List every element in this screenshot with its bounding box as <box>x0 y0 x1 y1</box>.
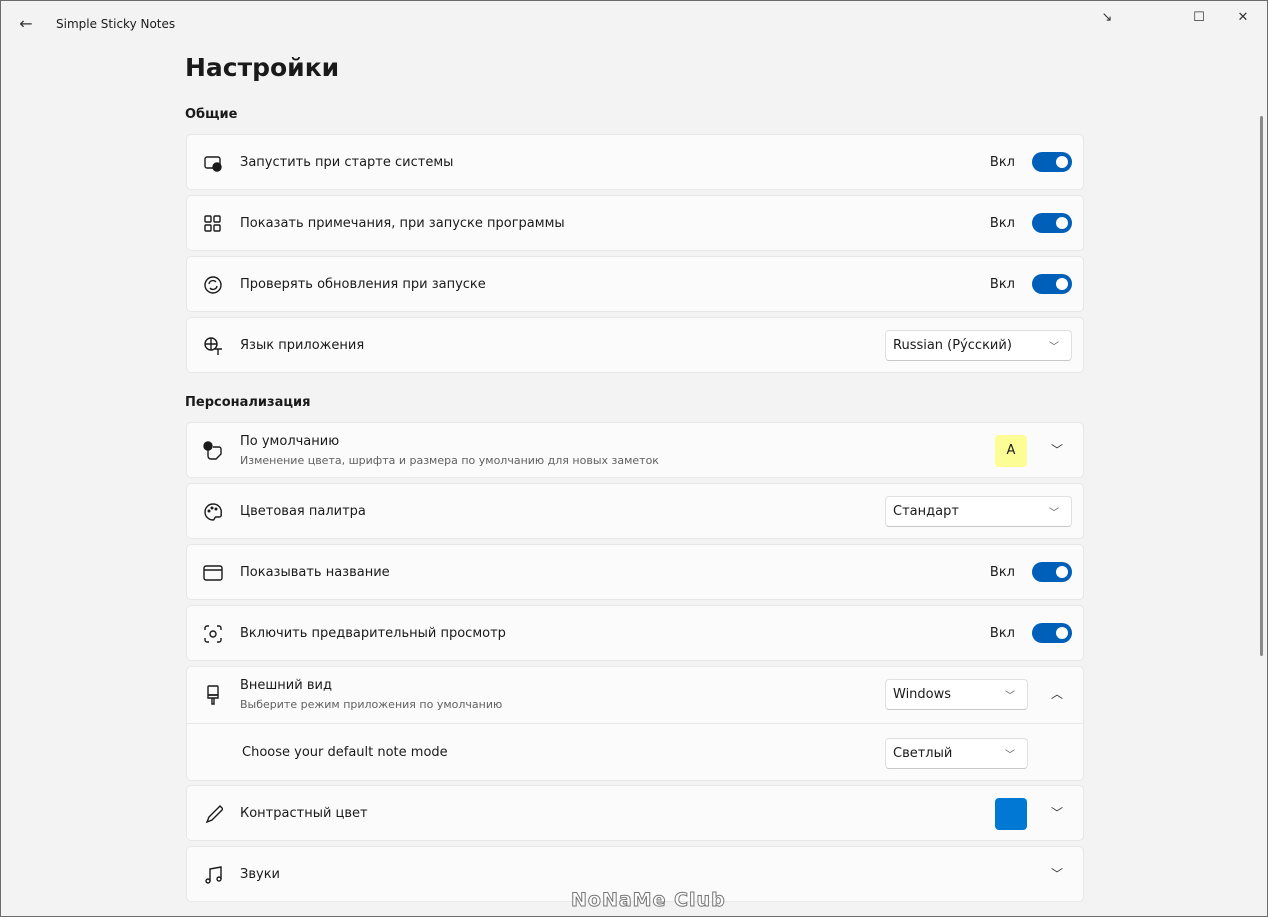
title-bar: ← Simple Sticky Notes ↘ ☐ ✕ <box>1 1 1267 47</box>
chevron-down-icon: ﹀ <box>1005 750 1015 761</box>
palette-dropdown[interactable]: Стандарт ﹀ <box>885 496 1072 527</box>
show-notes-toggle[interactable] <box>1032 213 1072 233</box>
preview-icon <box>204 625 222 643</box>
note-mode-label: Choose your default note mode <box>242 745 448 760</box>
setting-appearance: Внешний вид Выберите режим приложения по… <box>186 666 1084 781</box>
setting-show-notes: Показать примечания, при запуске програм… <box>186 195 1084 251</box>
setting-label: Внешний вид <box>240 678 332 693</box>
brush-icon <box>207 685 219 705</box>
toggle-state: Вкл <box>989 216 1015 231</box>
startup-toggle[interactable] <box>1032 152 1072 172</box>
setting-label: Включить предварительный просмотр <box>240 626 506 641</box>
note-mode-row: Choose your default note mode Светлый ﹀ <box>187 723 1083 781</box>
music-icon <box>205 866 222 884</box>
pen-icon <box>205 805 223 824</box>
setting-sounds[interactable]: Звуки ﹀ <box>186 846 1084 902</box>
language-dropdown[interactable]: Russian (Ру́сский) ﹀ <box>885 330 1072 361</box>
setting-label: Язык приложения <box>240 338 365 353</box>
setting-label: Цветовая палитра <box>240 504 366 519</box>
setting-label: Звуки <box>240 867 280 882</box>
scrollbar[interactable] <box>1260 116 1263 656</box>
setting-show-title: Показывать название Вкл <box>186 544 1084 600</box>
toggle-state: Вкл <box>989 155 1015 170</box>
toggle-state: Вкл <box>989 277 1015 292</box>
setting-label: Проверять обновления при запуске <box>240 277 486 292</box>
setting-description: Выберите режим приложения по умолчанию <box>240 698 503 711</box>
default-note-preview[interactable]: A <box>995 435 1027 467</box>
updates-toggle[interactable] <box>1032 274 1072 294</box>
section-personalization: Персонализация <box>185 395 311 410</box>
app-title: Simple Sticky Notes <box>56 17 176 31</box>
toggle-state: Вкл <box>989 565 1015 580</box>
add-note-icon <box>203 441 222 460</box>
startup-icon <box>204 156 222 172</box>
window-title-icon <box>203 565 223 581</box>
page-title: Настройки <box>185 53 340 82</box>
section-general: Общие <box>185 107 238 122</box>
show-title-toggle[interactable] <box>1032 562 1072 582</box>
close-button[interactable]: ✕ <box>1237 10 1249 25</box>
watermark: NoNaMe Club <box>571 889 726 912</box>
setting-preview: Включить предварительный просмотр Вкл <box>186 605 1084 661</box>
setting-label: Показать примечания, при запуске програм… <box>240 216 565 231</box>
setting-language: Язык приложения Russian (Ру́сский) ﹀ <box>186 317 1084 373</box>
chevron-down-icon: ﹀ <box>1049 508 1059 519</box>
setting-accent[interactable]: Контрастный цвет ﹀ <box>186 785 1084 841</box>
setting-palette: Цветовая палитра Стандарт ﹀ <box>186 483 1084 539</box>
setting-label: По умолчанию <box>240 434 340 449</box>
setting-startup: Запустить при старте системы Вкл <box>186 134 1084 190</box>
language-icon <box>204 337 222 355</box>
maximize-button[interactable]: ☐ <box>1193 10 1205 25</box>
palette-icon <box>204 503 222 521</box>
chevron-down-icon: ﹀ <box>1049 342 1059 353</box>
compact-overlay-button[interactable]: ↘ <box>1101 10 1113 25</box>
sync-icon <box>204 276 222 294</box>
accent-color-swatch[interactable] <box>995 798 1027 830</box>
setting-label: Контрастный цвет <box>240 806 368 821</box>
setting-label: Показывать название <box>240 565 390 580</box>
grid-icon <box>204 215 221 232</box>
setting-default[interactable]: По умолчанию Изменение цвета, шрифта и р… <box>186 422 1084 478</box>
chevron-down-icon[interactable]: ﹀ <box>1050 867 1063 881</box>
setting-check-updates: Проверять обновления при запуске Вкл <box>186 256 1084 312</box>
preview-toggle[interactable] <box>1032 623 1072 643</box>
back-button[interactable]: ← <box>19 14 33 33</box>
chevron-down-icon[interactable]: ﹀ <box>1050 443 1063 457</box>
toggle-state: Вкл <box>989 626 1015 641</box>
chevron-down-icon[interactable]: ﹀ <box>1050 806 1063 820</box>
note-mode-dropdown[interactable]: Светлый ﹀ <box>885 738 1028 769</box>
chevron-up-icon[interactable]: ︿ <box>1050 687 1063 701</box>
chevron-down-icon: ﹀ <box>1005 691 1015 702</box>
app-mode-dropdown[interactable]: Windows ﹀ <box>885 679 1028 710</box>
setting-label: Запустить при старте системы <box>240 155 454 170</box>
setting-description: Изменение цвета, шрифта и размера по умо… <box>240 454 659 467</box>
